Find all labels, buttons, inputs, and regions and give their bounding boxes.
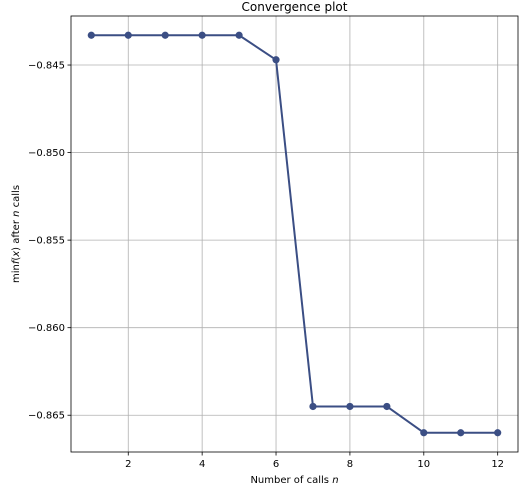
data-point bbox=[161, 31, 169, 39]
x-tick-label: 2 bbox=[125, 459, 131, 470]
x-axis-ticks: 2 4 6 8 10 12 bbox=[125, 452, 504, 470]
x-axis-label: Number of calls n bbox=[250, 475, 338, 486]
y-tick-label: −0.850 bbox=[28, 148, 65, 159]
y-tick-label: −0.845 bbox=[28, 61, 65, 72]
series-path bbox=[91, 34, 498, 434]
x-tick-label: 4 bbox=[199, 459, 205, 470]
x-tick-label: 6 bbox=[273, 459, 279, 470]
series-points bbox=[87, 31, 502, 437]
x-tick-label: 12 bbox=[491, 459, 504, 470]
plot-frame bbox=[70, 15, 519, 453]
x-tick-label: 10 bbox=[417, 459, 430, 470]
data-point bbox=[124, 31, 132, 39]
y-tick-label: −0.865 bbox=[28, 411, 65, 422]
y-axis-ticks: −0.845 −0.850 −0.855 −0.860 −0.865 bbox=[28, 61, 71, 422]
y-tick-label: −0.860 bbox=[28, 323, 65, 334]
y-axis-label: minf(x) after n calls bbox=[11, 185, 22, 283]
data-point bbox=[272, 56, 280, 64]
data-point bbox=[420, 429, 428, 437]
data-point bbox=[346, 402, 354, 411]
data-point bbox=[383, 402, 391, 411]
chart-title: Convergence plot bbox=[242, 0, 348, 14]
x-tick-label: 8 bbox=[347, 459, 353, 470]
data-point bbox=[309, 402, 317, 411]
x-axis-label-text: Number of calls bbox=[250, 475, 332, 486]
data-point bbox=[235, 31, 243, 39]
data-point bbox=[457, 429, 465, 437]
series-line bbox=[91, 34, 498, 434]
y-tick-label: −0.855 bbox=[28, 236, 65, 247]
data-point bbox=[198, 31, 206, 39]
data-point bbox=[87, 31, 95, 39]
data-point bbox=[494, 429, 502, 437]
x-axis-label-var: n bbox=[332, 475, 338, 486]
